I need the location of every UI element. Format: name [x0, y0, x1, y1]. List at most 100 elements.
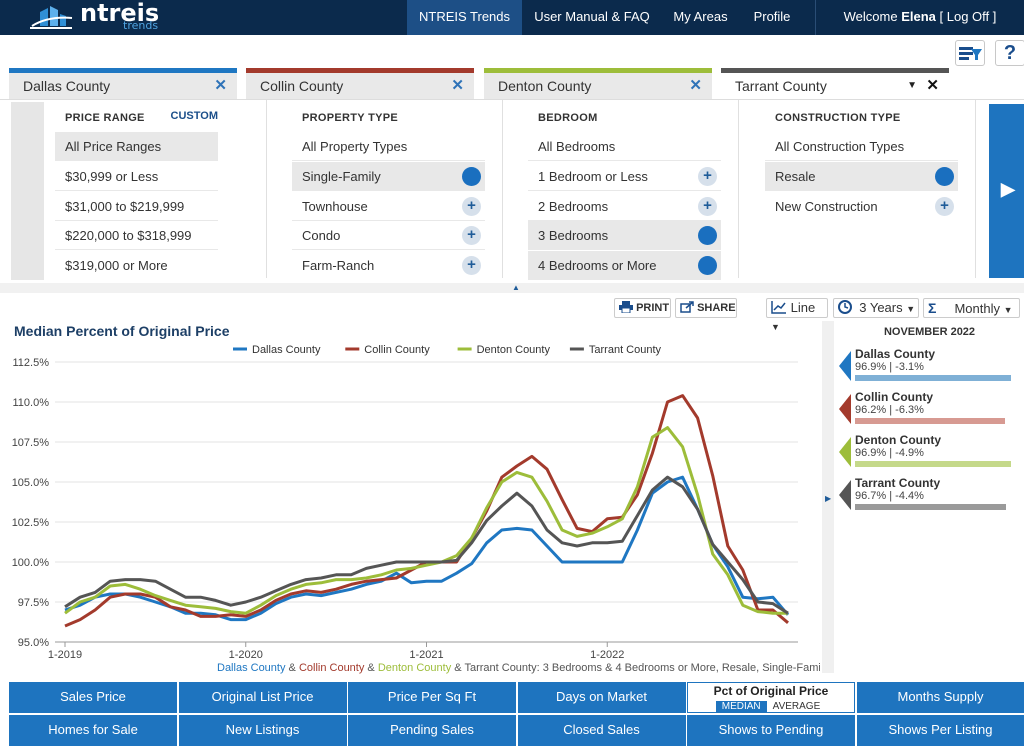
legend-series-name: Tarrant County — [855, 476, 941, 490]
filter-option[interactable]: $319,000 or More — [55, 251, 218, 280]
metric-months-supply-button[interactable]: Months Supply — [856, 682, 1024, 713]
period-dropdown[interactable]: 3 Years ▼ — [833, 298, 919, 318]
close-icon[interactable]: ✕ — [926, 77, 939, 94]
filter-option[interactable]: $30,999 or Less — [55, 162, 218, 191]
y-tick-label: 110.0% — [13, 397, 50, 409]
add-icon[interactable]: + — [698, 197, 717, 216]
metric-closed-sales-button[interactable]: Closed Sales — [517, 715, 686, 746]
filter-settings-button[interactable] — [955, 40, 985, 66]
y-tick-label: 112.5% — [13, 357, 50, 369]
filter-option[interactable]: 2 Bedrooms + — [528, 192, 721, 221]
add-icon[interactable]: + — [462, 197, 481, 216]
tab-denton-county[interactable]: Denton County ✕ — [484, 68, 712, 99]
legend-date: NOVEMBER 2022 — [883, 326, 976, 338]
metric-original-list-price-button[interactable]: Original List Price — [178, 682, 347, 713]
metric-shows-to-pending-button[interactable]: Shows to Pending — [687, 715, 855, 746]
interval-dropdown[interactable]: Σ Monthly ▼ — [923, 298, 1020, 318]
print-label: PRINT — [636, 302, 670, 314]
filter-option[interactable]: New Construction + — [765, 192, 958, 221]
legend-item[interactable]: Tarrant County 96.7% | -4.4% — [835, 476, 1024, 516]
close-icon[interactable]: ✕ — [689, 77, 702, 94]
filter-option[interactable]: Single-Family — [292, 162, 485, 191]
next-panel-button[interactable]: ▶ — [989, 104, 1024, 278]
option-label: $31,000 to $219,999 — [65, 199, 185, 214]
print-button[interactable]: PRINT — [614, 298, 671, 318]
dropdown-triangle-icon[interactable]: ▼ — [907, 80, 917, 91]
filter-option[interactable]: Farm-Ranch + — [292, 251, 485, 280]
tab-label: Collin County — [260, 78, 344, 94]
metric-sales-price-button[interactable]: Sales Price — [9, 682, 177, 713]
add-icon[interactable]: + — [698, 167, 717, 186]
filter-option[interactable]: 1 Bedroom or Less + — [528, 162, 721, 191]
filter-option[interactable]: 4 Bedrooms or More — [528, 251, 721, 280]
selected-dot-icon[interactable] — [698, 226, 717, 245]
metric-buttons: Sales Price Original List Price Price Per … — [9, 682, 1024, 746]
option-label: All Property Types — [302, 139, 408, 154]
nav-profile[interactable]: Profile — [753, 9, 791, 24]
filter-option[interactable]: Condo + — [292, 221, 485, 250]
legend-series-name: Collin County — [855, 390, 933, 404]
filter-option[interactable]: Townhouse + — [292, 192, 485, 221]
construction-type-column: CONSTRUCTION TYPE All Construction Types… — [765, 100, 958, 282]
legend-series-value: 96.7% | -4.4% — [855, 490, 924, 502]
legend-collapse-strip[interactable]: ▶ — [822, 321, 834, 673]
tab-tarrant-county[interactable]: Tarrant County ▼ ✕ — [721, 68, 949, 100]
ntreis-logo[interactable]: ntreis trends — [28, 0, 159, 32]
option-label: Resale — [775, 169, 816, 184]
filter-option[interactable]: $220,000 to $318,999 — [55, 221, 218, 250]
chart-type-dropdown[interactable]: Line ▼ — [766, 298, 828, 332]
close-icon[interactable]: ✕ — [214, 77, 227, 94]
nav-user-manual[interactable]: User Manual & FAQ — [534, 9, 650, 24]
metric-pending-sales-button[interactable]: Pending Sales — [348, 715, 516, 746]
custom-price-link[interactable]: CUSTOM — [170, 110, 218, 122]
period-label: 3 Years — [859, 300, 903, 315]
metric-days-on-market-button[interactable]: Days on Market — [517, 682, 686, 713]
legend-label: Collin County — [364, 344, 430, 356]
metric-new-listings-button[interactable]: New Listings — [178, 715, 347, 746]
tab-dallas-county[interactable]: Dallas County ✕ — [9, 68, 237, 99]
close-icon[interactable]: ✕ — [451, 77, 464, 94]
selected-dot-icon[interactable] — [698, 256, 717, 275]
filter-option[interactable]: All Construction Types — [765, 132, 958, 161]
median-average-toggle[interactable]: MEDIAN AVERAGE — [715, 701, 827, 712]
help-button[interactable]: ? — [995, 40, 1024, 66]
share-button[interactable]: SHARE — [675, 298, 737, 318]
left-scroll-strip[interactable] — [11, 102, 44, 280]
welcome-text: Welcome — [843, 9, 898, 24]
metric-pct-of-original-price-button[interactable]: Pct of Original Price MEDIAN AVERAGE — [687, 682, 855, 713]
filter-option[interactable]: 3 Bedrooms — [528, 221, 721, 250]
average-option[interactable]: AVERAGE — [772, 701, 821, 712]
legend-item[interactable]: Denton County 96.9% | -4.9% — [835, 433, 1024, 473]
option-label: 2 Bedrooms — [538, 199, 609, 214]
metric-homes-for-sale-button[interactable]: Homes for Sale — [9, 715, 177, 746]
sigma-icon: Σ — [928, 300, 937, 316]
selected-dot-icon[interactable] — [935, 167, 954, 186]
filter-option[interactable]: $31,000 to $219,999 — [55, 192, 218, 221]
filter-option[interactable]: All Bedrooms — [528, 132, 721, 161]
collapse-up-icon[interactable]: ▲ — [512, 283, 520, 292]
legend-item[interactable]: Collin County 96.2% | -6.3% — [835, 390, 1024, 430]
metric-price-per-sq-ft-button[interactable]: Price Per Sq Ft — [348, 682, 516, 713]
add-icon[interactable]: + — [462, 256, 481, 275]
filter-icon — [959, 47, 982, 60]
nav-ntreis-trends[interactable]: NTREIS Trends — [407, 0, 522, 35]
filter-option[interactable]: All Price Ranges — [55, 132, 218, 161]
metric-label: Closed Sales — [563, 722, 640, 737]
chart-title: Median Percent of Original Price — [14, 323, 230, 339]
y-tick-label: 107.5% — [12, 437, 50, 449]
interval-label: Monthly — [954, 301, 1000, 316]
property-type-header: PROPERTY TYPE — [302, 112, 398, 124]
nav-my-areas[interactable]: My Areas — [673, 9, 728, 24]
filter-option[interactable]: All Property Types — [292, 132, 485, 161]
metric-shows-per-listing-button[interactable]: Shows Per Listing — [856, 715, 1024, 746]
tab-collin-county[interactable]: Collin County ✕ — [246, 68, 474, 99]
median-option[interactable]: MEDIAN — [715, 701, 767, 712]
legend-label: Tarrant County — [589, 344, 662, 356]
selected-dot-icon[interactable] — [462, 167, 481, 186]
add-icon[interactable]: + — [462, 226, 481, 245]
add-icon[interactable]: + — [935, 197, 954, 216]
panel-footer-band — [0, 283, 1024, 293]
filter-option[interactable]: Resale — [765, 162, 958, 191]
logoff-link[interactable]: [ Log Off ] — [939, 9, 997, 24]
legend-item[interactable]: Dallas County 96.9% | -3.1% — [835, 347, 1024, 387]
